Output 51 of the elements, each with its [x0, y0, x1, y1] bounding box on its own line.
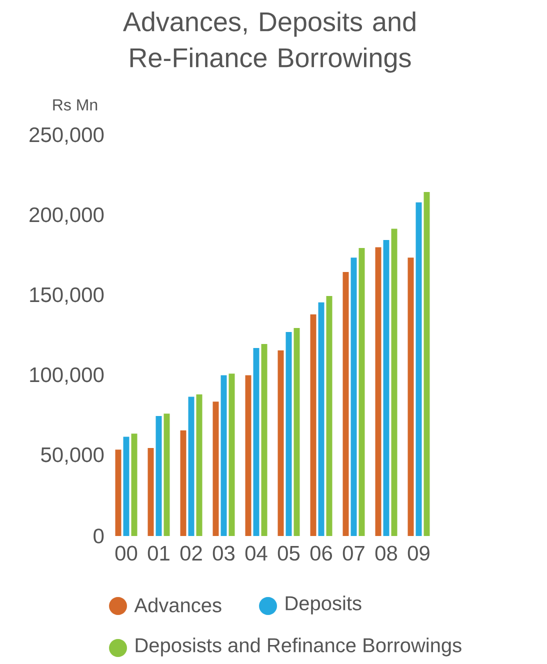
y-axis-title: Rs Mn [53, 99, 98, 111]
legend-label: Advances [134, 598, 222, 612]
bar [212, 402, 219, 536]
bar [375, 247, 382, 536]
bar [261, 344, 268, 536]
bar [188, 396, 194, 536]
bar [318, 302, 324, 536]
bar [164, 414, 170, 536]
x-tick-label: 03 [212, 546, 235, 561]
bar [196, 394, 202, 536]
x-tick-label: 00 [115, 546, 138, 561]
chart-title: Advances, Deposits and Re-Finance Borrowings [122, 12, 416, 73]
x-tick-label: 01 [148, 546, 170, 561]
x-tick-label: 09 [408, 546, 430, 561]
x-tick-label: 07 [342, 546, 364, 561]
y-tick-label: 150,000 [30, 287, 104, 305]
bar [416, 202, 422, 536]
bar [131, 434, 138, 536]
bar [342, 272, 349, 536]
legend-label: Deposits [286, 596, 362, 614]
bar [424, 192, 430, 536]
bar [391, 228, 398, 536]
legend-label: Deposists and Refinance Borrowings [136, 638, 462, 656]
y-tick-label: 200,000 [30, 207, 104, 225]
bar [220, 375, 227, 536]
bar [148, 448, 154, 536]
bar [286, 332, 292, 536]
bar [278, 350, 284, 536]
x-tick-label: 08 [375, 546, 398, 561]
bar [350, 258, 357, 536]
bar [383, 240, 390, 536]
bar [310, 314, 316, 536]
x-tick-label: 06 [310, 546, 332, 561]
x-tick-label: 02 [180, 546, 202, 561]
bar [123, 436, 130, 536]
bar [358, 248, 365, 536]
bar [180, 430, 186, 536]
y-tick-label: 100,000 [30, 367, 104, 385]
x-tick-label: 05 [278, 546, 300, 561]
bar [326, 296, 332, 536]
bar [294, 328, 300, 536]
bar [253, 348, 260, 536]
y-tick-label: 250,000 [30, 127, 104, 145]
x-tick-label: 04 [245, 546, 268, 561]
y-tick-label: 50,000 [41, 447, 104, 465]
bar [228, 374, 235, 536]
y-tick-label: 0 [94, 528, 104, 544]
bar [156, 416, 162, 536]
bar [408, 258, 414, 536]
bar [115, 450, 122, 536]
bar [245, 375, 252, 536]
